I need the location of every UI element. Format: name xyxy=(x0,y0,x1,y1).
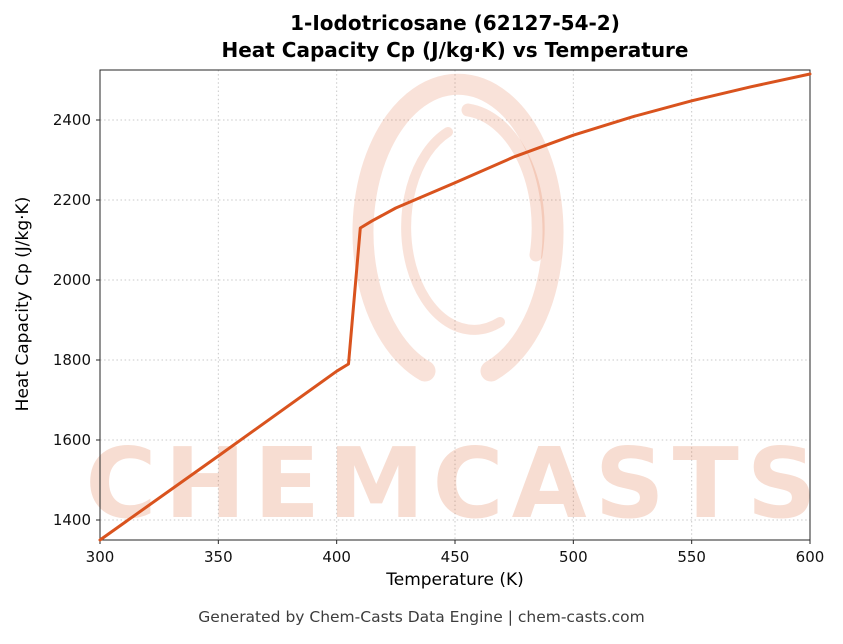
x-tick-label: 500 xyxy=(559,548,588,566)
x-tick-label: 300 xyxy=(86,548,115,566)
chart-title-line2: Heat Capacity Cp (J/kg·K) vs Temperature xyxy=(221,38,689,62)
series-line-heat-capacity xyxy=(98,72,812,542)
y-tick-label: 1600 xyxy=(53,431,91,449)
x-tick-label: 550 xyxy=(677,548,706,566)
watermark-text: CHEMCASTS xyxy=(85,427,824,540)
y-tick-label: 2400 xyxy=(53,111,91,129)
chart-title-line1: 1-Iodotricosane (62127-54-2) xyxy=(290,11,620,35)
watermark-logo-inner-swirl xyxy=(401,127,505,335)
chart-title: 1-Iodotricosane (62127-54-2) Heat Capaci… xyxy=(100,10,810,64)
footer-text: Generated by Chem-Casts Data Engine | ch… xyxy=(198,608,645,626)
watermark-logo xyxy=(352,73,564,382)
x-tick-label: 400 xyxy=(322,548,351,566)
x-tick-label: 600 xyxy=(796,548,825,566)
watermark-logo-inner-curl xyxy=(461,103,545,262)
watermark-logo-outer-ring xyxy=(352,73,564,382)
x-axis-label: Temperature (K) xyxy=(386,570,524,590)
x-tick-label: 350 xyxy=(204,548,233,566)
y-tick-label: 2000 xyxy=(53,271,91,289)
y-axis-label: Heat Capacity Cp (J/kg·K) xyxy=(13,196,33,412)
y-tick-label: 1800 xyxy=(53,351,91,369)
y-tick-label: 1400 xyxy=(53,511,91,529)
x-tick-label: 450 xyxy=(441,548,470,566)
y-tick-label: 2200 xyxy=(53,191,91,209)
